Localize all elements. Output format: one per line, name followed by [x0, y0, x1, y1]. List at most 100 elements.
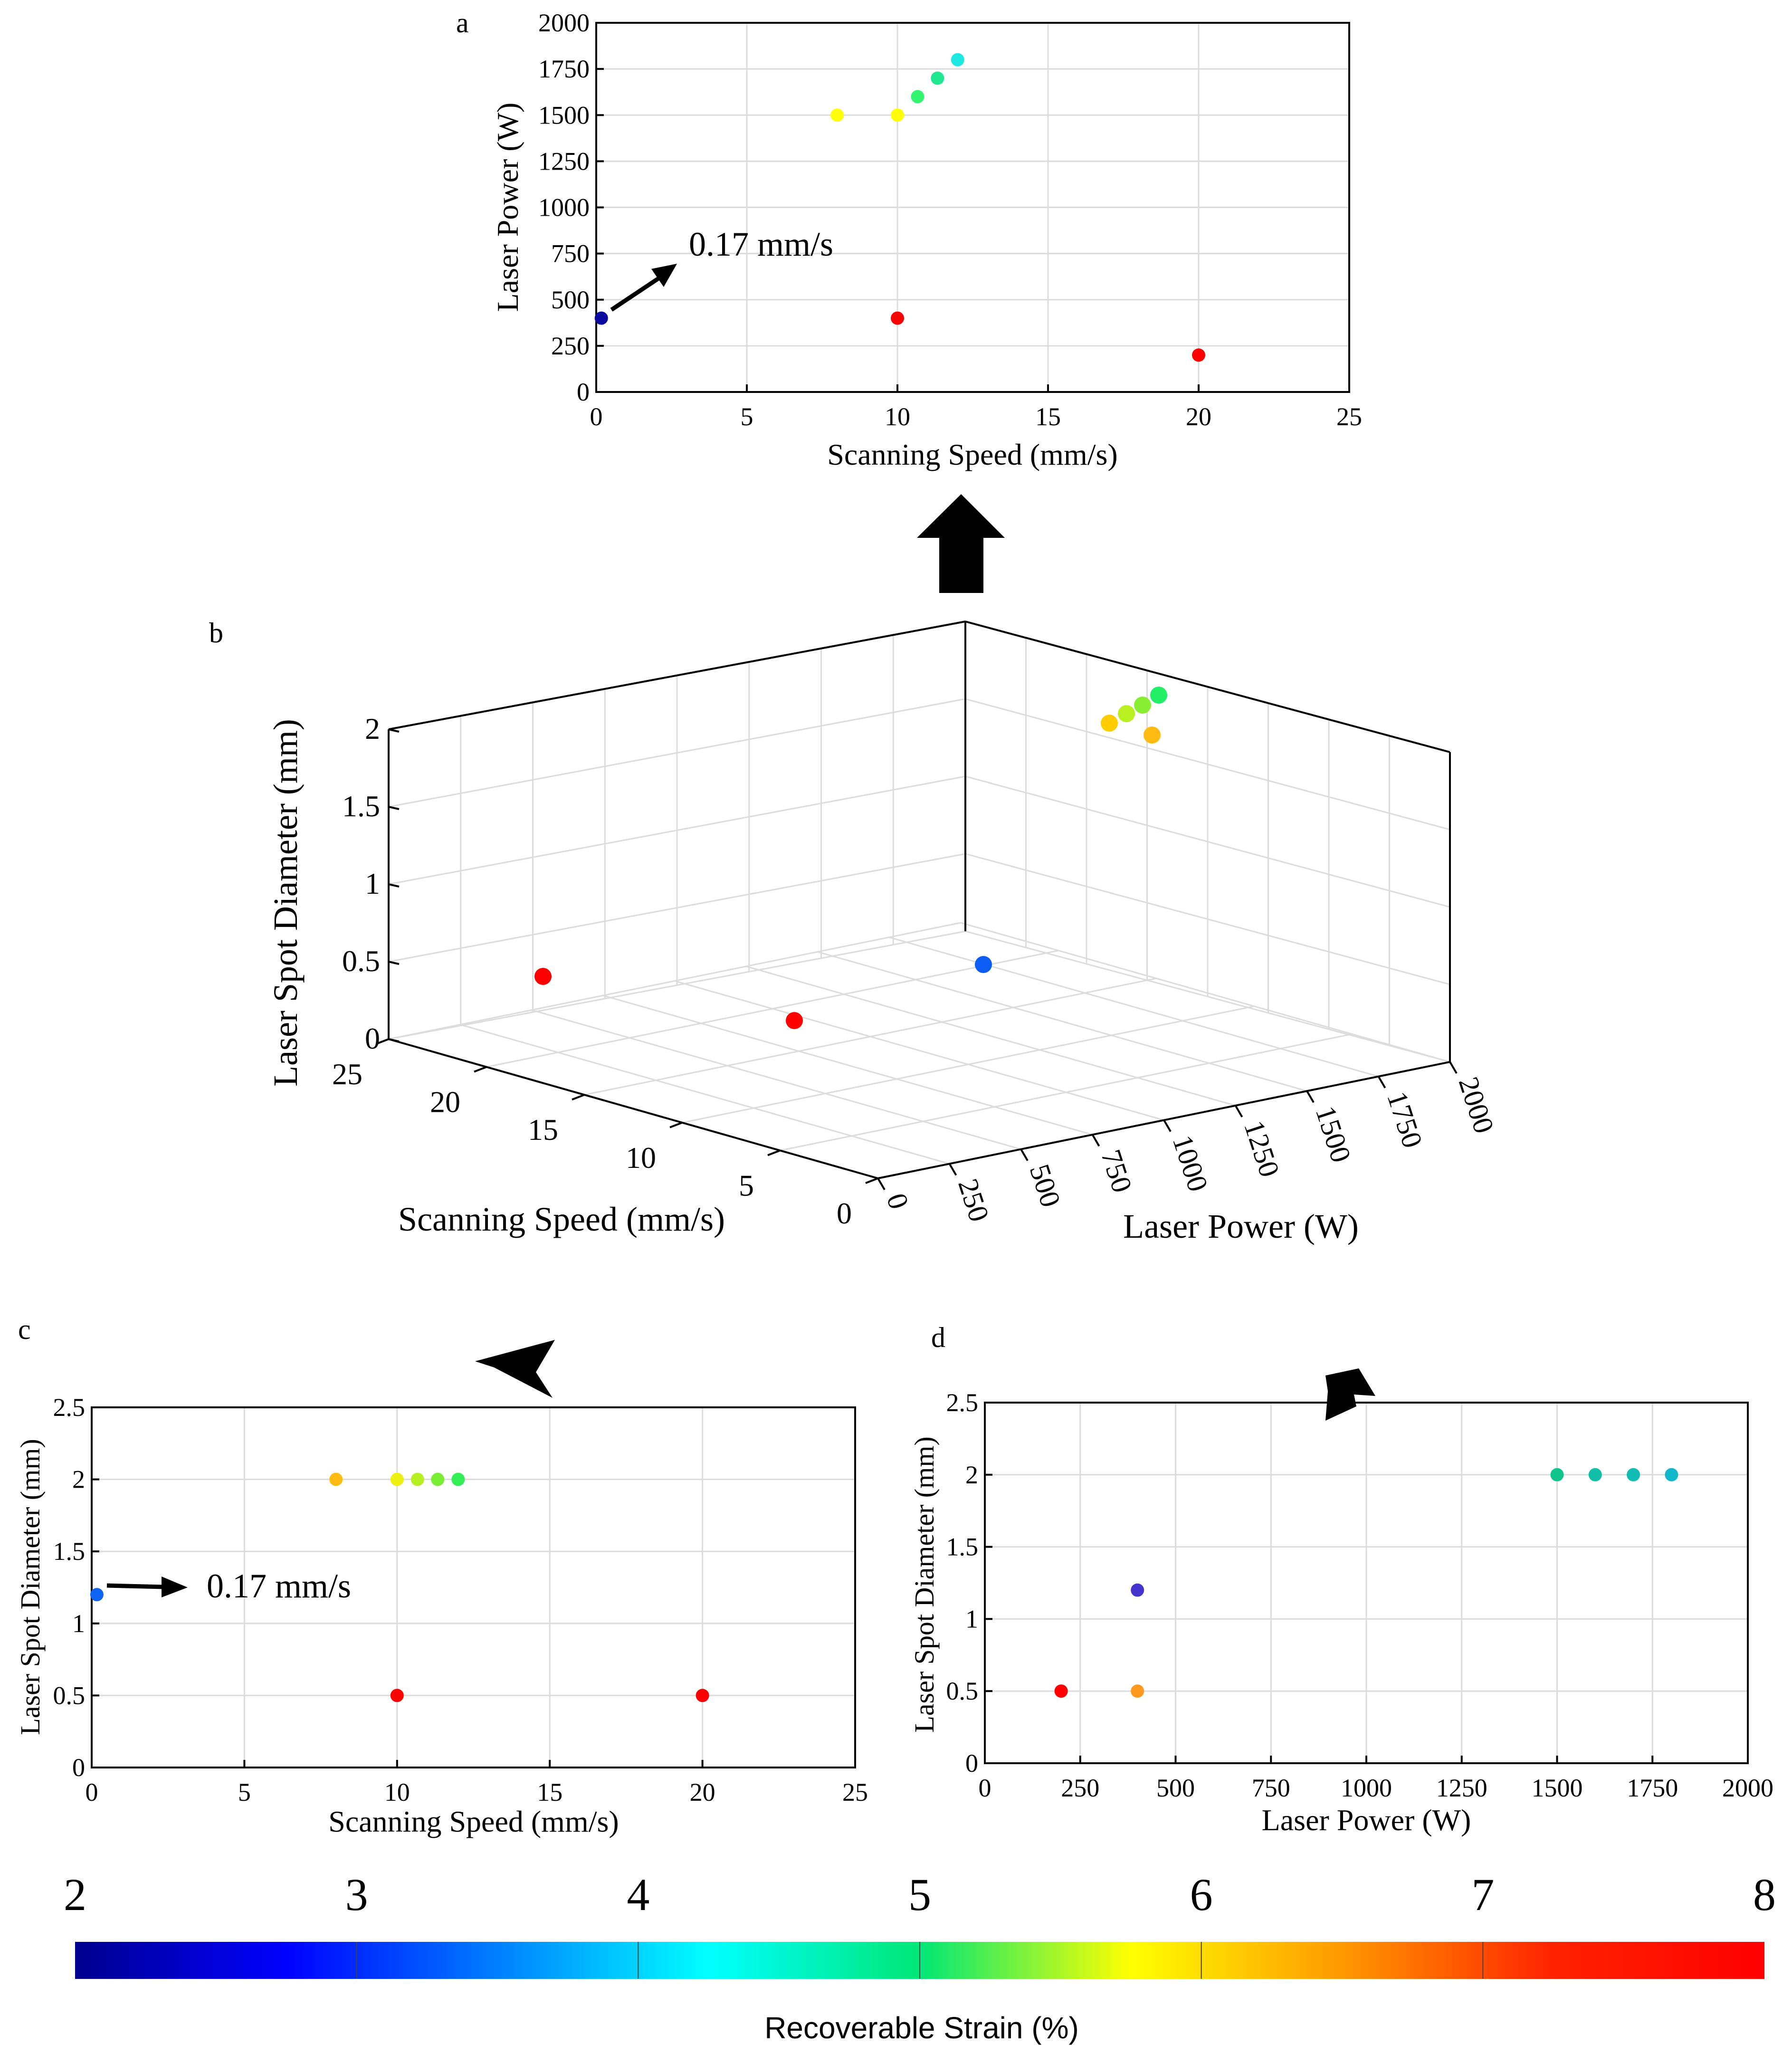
- panel-c-data-point: [390, 1689, 404, 1702]
- panel-b-power-tick: [1020, 1148, 1029, 1161]
- panel-a-data-point: [911, 90, 925, 104]
- panel-c-x-tick-label: 10: [384, 1778, 410, 1806]
- panel-d-y-tick-label: 2: [965, 1461, 978, 1489]
- colorbar-tick-label: 3: [345, 1869, 368, 1920]
- panel-b-z-tick-label: 0.5: [342, 944, 380, 978]
- panel-a-plot: 0 5 10 15 20 25025050075010001250150017502000…: [491, 9, 1362, 471]
- panel-c-y-tick-label: 0: [72, 1753, 85, 1782]
- panel-b-data-point: [534, 968, 552, 985]
- panel-a-data-point: [1192, 348, 1205, 362]
- panel-b-power-tick: [948, 1163, 957, 1176]
- panel-a-data-point: [931, 71, 944, 85]
- panel-b-z-tick: [388, 961, 400, 965]
- panel-b-power-tick-label: 0: [881, 1190, 915, 1213]
- panel-c-x-tick-label: 5: [238, 1778, 251, 1806]
- panel-b-power-tick: [1091, 1134, 1100, 1147]
- colorbar-tick-label: 8: [1753, 1869, 1776, 1920]
- panel-a-data-point: [891, 108, 904, 122]
- panel-a-x-tick-label: 10: [885, 402, 910, 431]
- panel-a-annotation-arrow: [610, 274, 664, 312]
- panel-a-x-tick-label: 25: [1336, 402, 1362, 431]
- panel-d-x-tick-label: 1000: [1341, 1774, 1392, 1802]
- panel-d-x-tick-label: 250: [1061, 1774, 1099, 1802]
- panel-a-data-point: [594, 311, 608, 325]
- panel-b-speed-tick: [669, 1121, 683, 1128]
- panel-a-y-tick-label: 0: [577, 378, 590, 406]
- panel-c-x-tick-label: 15: [537, 1778, 562, 1806]
- panel-b-z-tick: [388, 806, 400, 810]
- panel-b-z-tick-label: 1: [365, 867, 380, 900]
- panel-b-floor-gridline: [746, 965, 1236, 1107]
- panel-b-data-point: [1144, 726, 1161, 744]
- panel-b-power-tick-label: 250: [952, 1175, 995, 1225]
- panel-c-annotation-text: 0.17 mm/s: [207, 1567, 351, 1605]
- panel-b-z-tick: [388, 728, 400, 733]
- panel-d-y-axis-label: Laser Spot Diameter (mm): [909, 1436, 940, 1732]
- panel-b-power-tick: [1377, 1076, 1386, 1089]
- panel-b-floor-gridline: [682, 1005, 1255, 1124]
- panel-b-z-tick-label: 2: [365, 712, 380, 745]
- panel-b-speed-tick-label: 0: [837, 1196, 852, 1230]
- panel-d-x-tick-label: 1750: [1627, 1774, 1678, 1802]
- panel-c-data-point: [696, 1689, 709, 1702]
- panel-a-y-tick-label: 1500: [538, 101, 590, 129]
- colorbar-tick-label: 6: [1190, 1869, 1213, 1920]
- panel-b-floor-gridline: [584, 977, 1157, 1096]
- panel-c-plot: 0 5 10 15 20 25 0 0.5 1 1.5 2 2.5 Scanning Speed (m…: [15, 1393, 868, 1838]
- colorbar-tick-label: 4: [627, 1869, 649, 1920]
- panel-b-power-tick-label: 1500: [1310, 1102, 1357, 1166]
- panel-letter-a: a: [456, 7, 469, 38]
- panel-c-y-tick-label: 2.5: [53, 1393, 86, 1422]
- panel-c-y-tick-label: 1.5: [53, 1537, 86, 1566]
- panel-b-wall-gridline: [388, 853, 966, 963]
- panel-b-speed-tick-label: 5: [739, 1168, 754, 1202]
- panel-b-speed-tick: [376, 1038, 389, 1045]
- panel-b-speed-tick-label: 15: [528, 1113, 558, 1146]
- panel-d-y-tick-label: 0: [965, 1749, 978, 1777]
- panel-d-x-tick-label: 1250: [1436, 1774, 1487, 1802]
- panel-c-annotation-arrow: [106, 1583, 164, 1589]
- panel-b-z-tick-label: 1.5: [342, 789, 380, 823]
- panel-c-y-axis-label: Laser Spot Diameter (mm): [15, 1439, 46, 1735]
- panel-b-power-tick-label: 500: [1024, 1160, 1067, 1211]
- panel-c-data-point: [431, 1472, 445, 1486]
- panel-a-annotation-text: 0.17 mm/s: [689, 225, 833, 263]
- panel-c-x-axis-label: Scanning Speed (mm/s): [328, 1805, 619, 1838]
- panel-a-y-tick-label: 1000: [538, 193, 590, 222]
- panel-c-data-point: [410, 1472, 424, 1486]
- panel-a-data-point: [951, 53, 964, 67]
- panel-c-x-tick-label: 25: [842, 1778, 868, 1806]
- panel-b-data-point: [975, 956, 992, 973]
- panel-c-x-tick-label: 0: [86, 1778, 98, 1806]
- panel-d-data-point: [1131, 1684, 1144, 1698]
- panel-b-floor-gridline: [531, 1009, 1021, 1150]
- panel-b-speed-tick: [572, 1094, 585, 1101]
- panel-b-spot-diameter-label: Laser Spot Diameter (mm): [267, 719, 305, 1087]
- panel-b-floor-gridline: [486, 950, 1059, 1068]
- panel-a-y-tick-label: 1250: [538, 147, 590, 175]
- panel-d-y-tick-label: 1.5: [946, 1533, 979, 1561]
- panel-b-scanning-speed-label: Scanning Speed (mm/s): [398, 1200, 725, 1238]
- panel-b-data-point: [1118, 705, 1135, 722]
- panel-b-speed-tick-label: 10: [626, 1141, 656, 1175]
- panel-b-box-edge: [388, 621, 966, 730]
- panel-b-data-point: [1134, 697, 1151, 714]
- panel-b-power-tick-label: 1750: [1381, 1088, 1429, 1152]
- panel-b-power-tick: [1234, 1105, 1243, 1118]
- panel-letter-d: d: [931, 1322, 945, 1353]
- panel-b-floor-gridline: [460, 1023, 950, 1165]
- panel-b-speed-tick-label: 25: [332, 1057, 362, 1091]
- panel-b-floor-gridline: [603, 994, 1093, 1136]
- panel-b-floor-gridline: [889, 936, 1379, 1078]
- panel-a-annotation-arrowhead: [651, 264, 677, 287]
- panel-a-x-tick-label: 5: [741, 402, 753, 431]
- panel-b-speed-tick: [474, 1066, 487, 1073]
- panel-a-y-tick-label: 500: [551, 286, 590, 314]
- panel-a-x-tick-label: 15: [1035, 402, 1061, 431]
- panel-d-data-point: [1550, 1468, 1564, 1481]
- panel-d-data-point: [1054, 1684, 1068, 1698]
- panel-d-data-point: [1131, 1583, 1144, 1597]
- panel-a-y-tick-label: 750: [551, 239, 590, 268]
